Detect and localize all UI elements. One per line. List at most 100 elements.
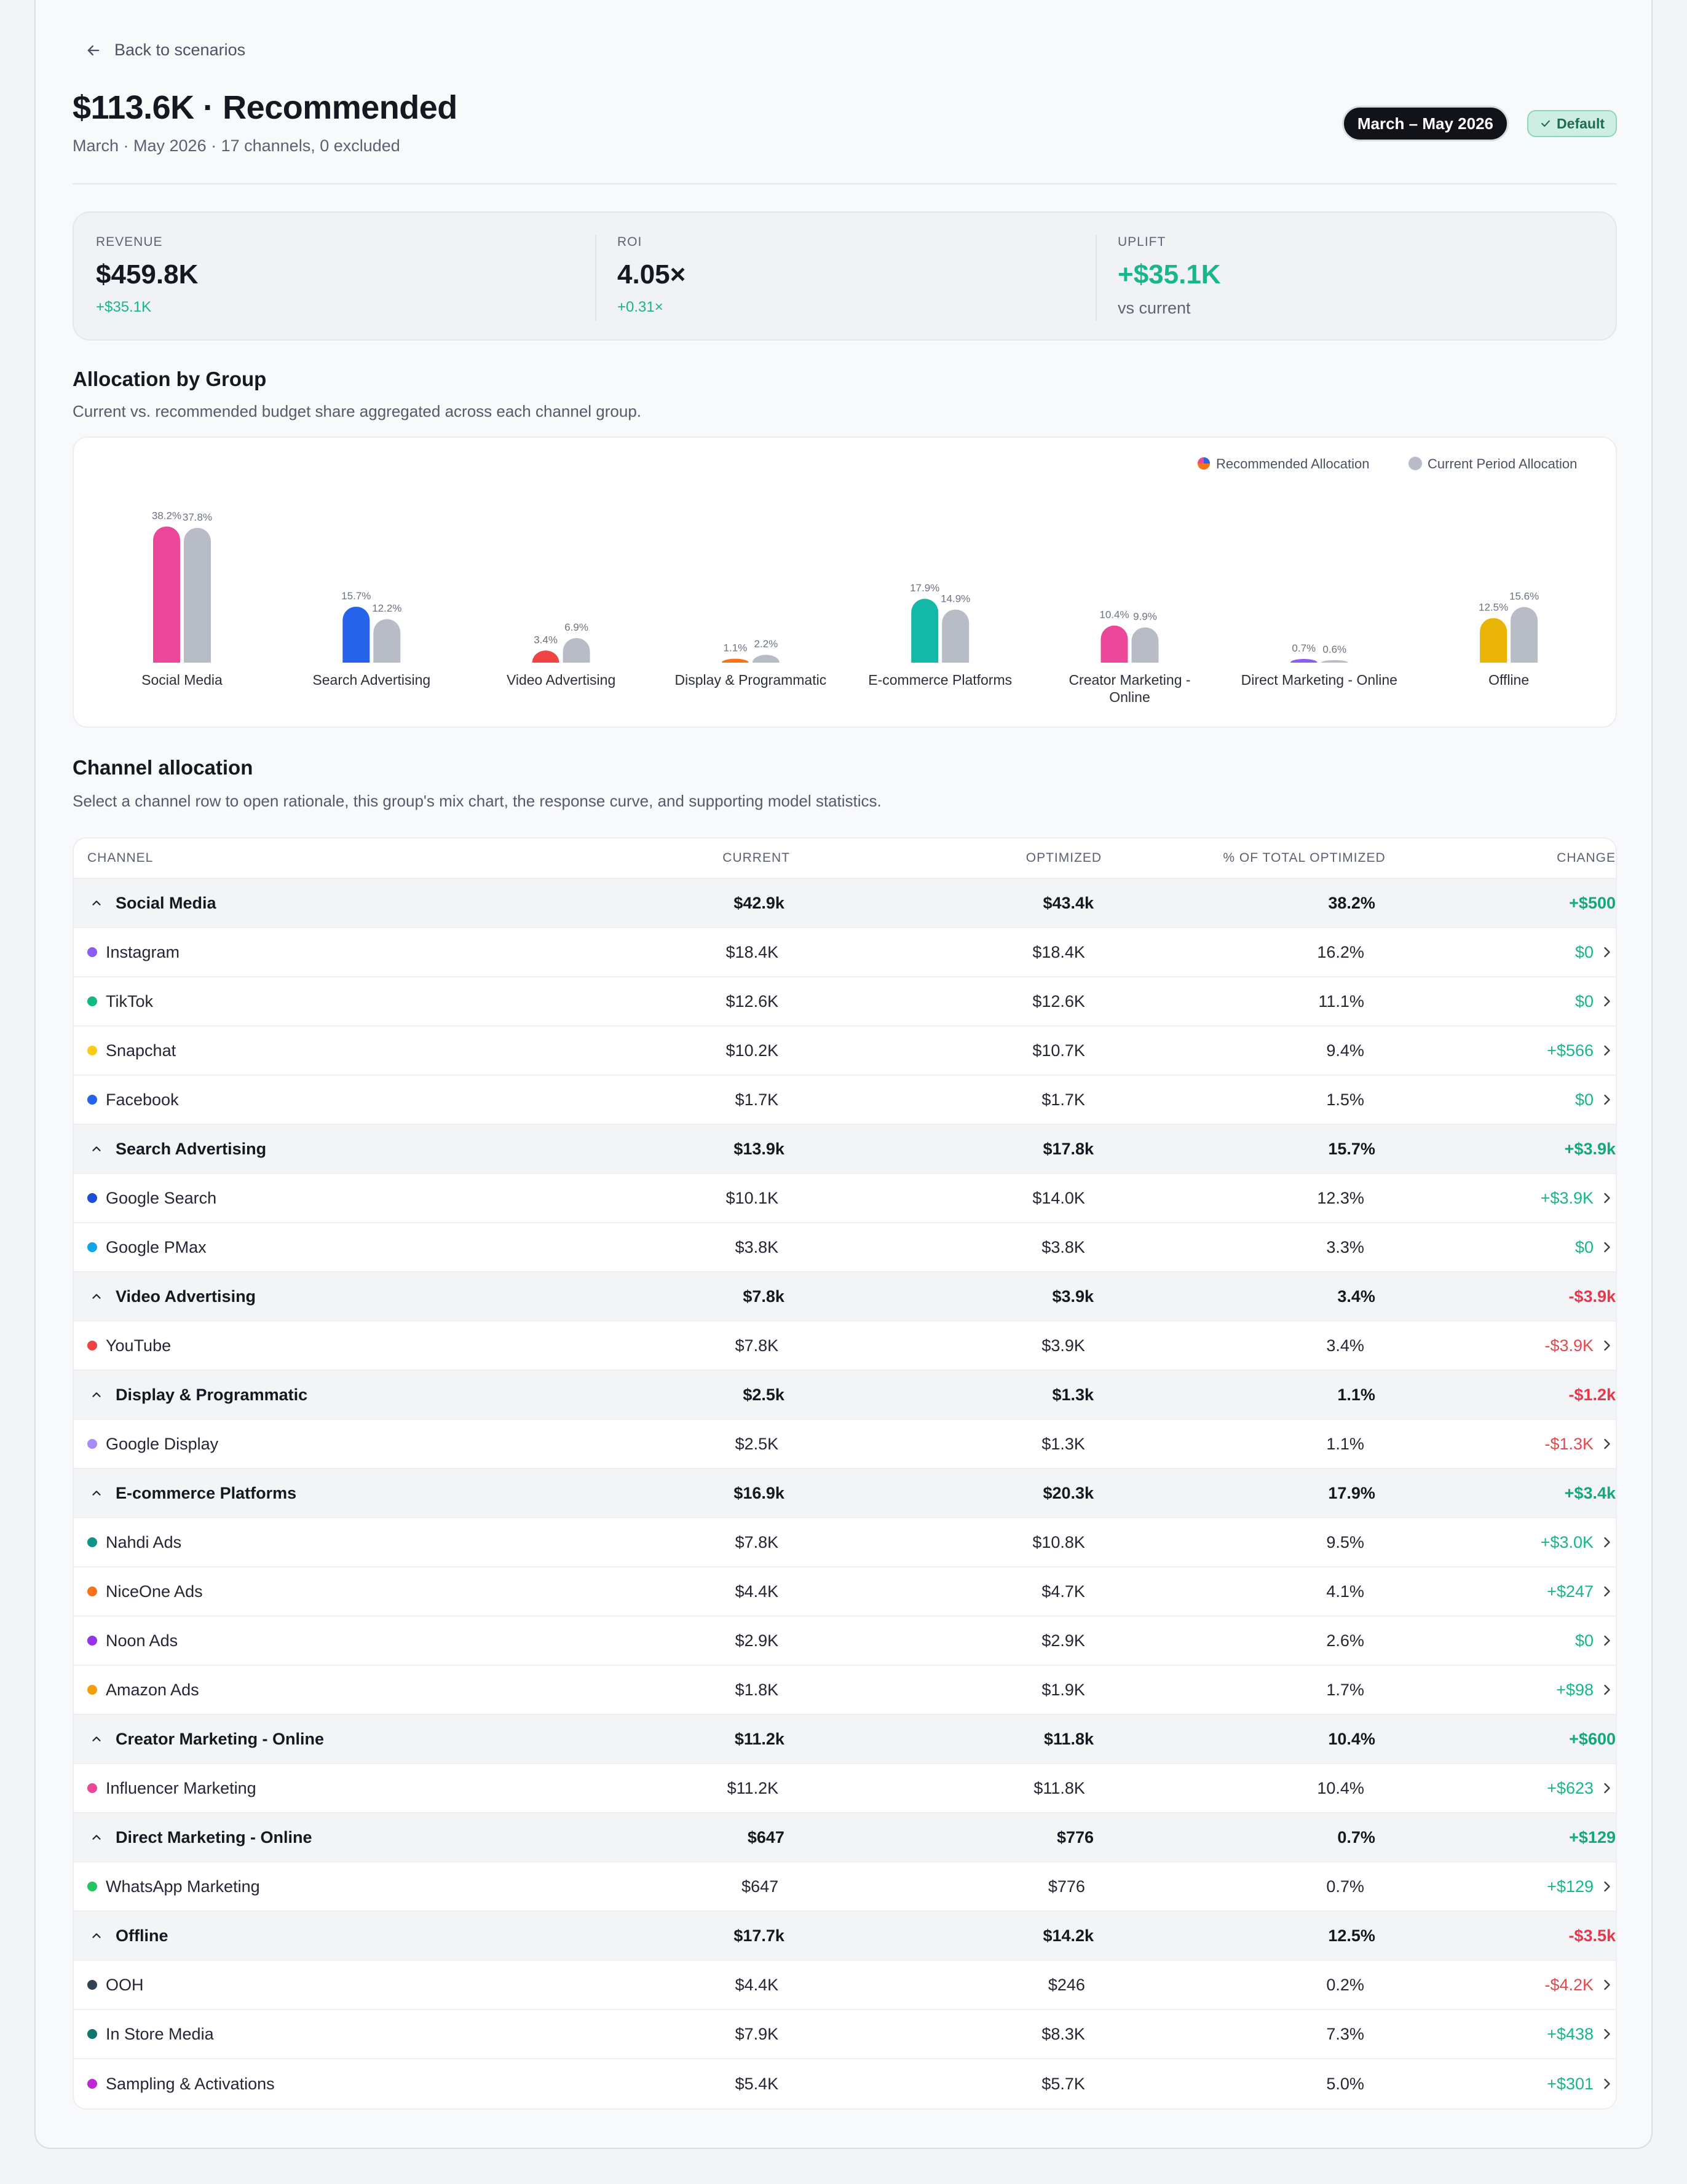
- optimized-cell: $1.3K: [1041, 1434, 1085, 1453]
- chevron-up-icon[interactable]: [90, 1290, 103, 1303]
- period-selector[interactable]: March – May 2026: [1341, 106, 1509, 141]
- group-row[interactable]: Display & Programmatic $2.5k $1.3k 1.1% -$1.…: [74, 1371, 1616, 1420]
- table-row[interactable]: Sampling & Activations $5.4K $5.7K 5.0% +$30…: [74, 2059, 1616, 2108]
- chevron-right-icon[interactable]: [1598, 2075, 1616, 2092]
- recommended-bar: [1100, 625, 1128, 663]
- chevron-right-icon[interactable]: [1598, 1337, 1616, 1354]
- group-row[interactable]: Offline $17.7k $14.2k 12.5% -$3.5k: [74, 1912, 1616, 1961]
- table-row[interactable]: Google PMax $3.8K $3.8K 3.3% $0: [74, 1223, 1616, 1272]
- chevron-right-icon[interactable]: [1598, 1239, 1616, 1256]
- chevron-right-icon[interactable]: [1598, 1878, 1616, 1895]
- group-row[interactable]: Social Media $42.9k $43.4k 38.2% +$500: [74, 879, 1616, 928]
- kpi-delta: +$35.1K: [96, 299, 152, 315]
- kpi-delta: +0.31×: [617, 299, 663, 315]
- group-row[interactable]: Direct Marketing - Online $647 $776 0.7% +$1…: [74, 1813, 1616, 1863]
- chevron-right-icon[interactable]: [1598, 1091, 1616, 1108]
- channel-color-dot: [87, 1882, 97, 1891]
- table-row[interactable]: Amazon Ads $1.8K $1.9K 1.7% +$98: [74, 1666, 1616, 1715]
- chevron-right-icon[interactable]: [1598, 1780, 1616, 1797]
- pct-total-cell: 3.3%: [1326, 1237, 1364, 1256]
- table-row[interactable]: Facebook $1.7K $1.7K 1.5% $0: [74, 1076, 1616, 1125]
- optimized-cell: $18.4K: [1032, 942, 1085, 961]
- recommended-bar: [342, 606, 370, 663]
- current-cell: $1.7K: [735, 1090, 779, 1109]
- pct-total-cell: 38.2%: [1328, 893, 1375, 912]
- change-value: -$3.9k: [1568, 1287, 1616, 1306]
- optimized-cell: $776: [1048, 1877, 1085, 1896]
- chevron-right-icon[interactable]: [1598, 1681, 1616, 1698]
- chevron-right-icon[interactable]: [1598, 1435, 1616, 1453]
- optimized-cell: $14.0K: [1032, 1188, 1085, 1207]
- current-bar-label: 15.6%: [1509, 591, 1539, 602]
- channel-cell: YouTube: [74, 1336, 697, 1355]
- current-bar: [184, 527, 211, 663]
- kpi-note: vs current: [1118, 299, 1191, 317]
- chevron-right-icon[interactable]: [1598, 2025, 1616, 2043]
- channel-name: Amazon Ads: [106, 1680, 199, 1699]
- chevron-right-icon[interactable]: [1598, 993, 1616, 1010]
- table-row[interactable]: Noon Ads $2.9K $2.9K 2.6% $0: [74, 1617, 1616, 1666]
- pct-total-cell: 3.4%: [1326, 1336, 1364, 1355]
- current-bar-label: 2.2%: [754, 638, 778, 650]
- channel-cell: Offline: [74, 1926, 702, 1945]
- table-row[interactable]: WhatsApp Marketing $647 $776 0.7% +$129: [74, 1863, 1616, 1912]
- chevron-right-icon[interactable]: [1598, 1632, 1616, 1649]
- table-row[interactable]: Google Search $10.1K $14.0K 12.3% +$3.9K: [74, 1174, 1616, 1223]
- table-row[interactable]: Google Display $2.5K $1.3K 1.1% -$1.3K: [74, 1420, 1616, 1469]
- chevron-up-icon[interactable]: [90, 1486, 103, 1500]
- group-row[interactable]: E-commerce Platforms $16.9k $20.3k 17.9% +$3…: [74, 1469, 1616, 1518]
- channel-allocation-description: Select a channel row to open rationale, …: [73, 792, 882, 810]
- current-bar-label: 0.6%: [1322, 644, 1346, 655]
- recommended-bar-label: 3.4%: [534, 634, 558, 645]
- change-cell: $0: [1364, 992, 1616, 1011]
- chevron-up-icon[interactable]: [90, 1732, 103, 1746]
- arrow-left-icon: [87, 45, 100, 55]
- pct-total-cell: 10.4%: [1317, 1778, 1364, 1797]
- table-row[interactable]: NiceOne Ads $4.4K $4.7K 4.1% +$247: [74, 1567, 1616, 1617]
- table-row[interactable]: Instagram $18.4K $18.4K 16.2% $0: [74, 928, 1616, 977]
- chevron-up-icon[interactable]: [90, 1929, 103, 1942]
- current-cell: $647: [747, 1827, 784, 1847]
- change-value: $0: [1574, 1237, 1594, 1256]
- chevron-right-icon[interactable]: [1598, 1042, 1616, 1059]
- chevron-right-icon[interactable]: [1598, 1976, 1616, 1993]
- table-row[interactable]: Nahdi Ads $7.8K $10.8K 9.5% +$3.0K: [74, 1518, 1616, 1567]
- group-name: Offline: [116, 1926, 168, 1945]
- chevron-right-icon[interactable]: [1598, 1534, 1616, 1551]
- optimized-cell: $3.8K: [1041, 1237, 1085, 1256]
- recommended-bar-label: 12.5%: [1479, 602, 1508, 613]
- optimized-cell: $2.9K: [1041, 1631, 1085, 1650]
- table-row[interactable]: OOH $4.4K $246 0.2% -$4.2K: [74, 1961, 1616, 2010]
- chevron-up-icon[interactable]: [90, 1388, 103, 1401]
- table-row[interactable]: YouTube $7.8K $3.9K 3.4% -$3.9K: [74, 1322, 1616, 1371]
- group-name: Direct Marketing - Online: [116, 1827, 312, 1847]
- group-row[interactable]: Creator Marketing - Online $11.2k $11.8k 10…: [74, 1715, 1616, 1764]
- group-row[interactable]: Video Advertising $7.8k $3.9k 3.4% -$3.9k: [74, 1272, 1616, 1322]
- table-row[interactable]: In Store Media $7.9K $8.3K 7.3% +$438: [74, 2010, 1616, 2059]
- table-row[interactable]: TikTok $12.6K $12.6K 11.1% $0: [74, 977, 1616, 1027]
- chevron-right-icon[interactable]: [1598, 1583, 1616, 1600]
- table-row[interactable]: Influencer Marketing $11.2K $11.8K 10.4% +$6…: [74, 1764, 1616, 1813]
- back-to-scenarios-link[interactable]: Back to scenarios: [85, 41, 245, 60]
- channel-cell: Google Search: [74, 1189, 697, 1208]
- kpi-value: 4.05×: [617, 259, 686, 290]
- channel-name: YouTube: [106, 1336, 172, 1355]
- pct-total-cell: 0.2%: [1326, 1975, 1364, 1994]
- channel-name: NiceOne Ads: [106, 1582, 203, 1601]
- optimized-cell: $17.8k: [1043, 1139, 1094, 1158]
- chevron-right-icon[interactable]: [1598, 1189, 1616, 1207]
- change-cell: -$1.2k: [1375, 1386, 1616, 1405]
- table-row[interactable]: Snapchat $10.2K $10.7K 9.4% +$566: [74, 1027, 1616, 1076]
- back-link-label: Back to scenarios: [114, 41, 246, 59]
- chevron-up-icon[interactable]: [90, 1142, 103, 1156]
- change-cell: +$3.4k: [1375, 1484, 1616, 1503]
- chevron-up-icon[interactable]: [90, 1831, 103, 1844]
- group-row[interactable]: Search Advertising $13.9k $17.8k 15.7% +$3.9…: [74, 1125, 1616, 1174]
- current-bar-label: 9.9%: [1133, 611, 1157, 623]
- current-bar: [563, 637, 590, 663]
- chevron-right-icon[interactable]: [1598, 944, 1616, 961]
- chevron-up-icon[interactable]: [90, 896, 103, 910]
- current-bar: [1131, 627, 1159, 663]
- channel-color-dot: [87, 1242, 97, 1252]
- pct-total-cell: 1.5%: [1326, 1090, 1364, 1109]
